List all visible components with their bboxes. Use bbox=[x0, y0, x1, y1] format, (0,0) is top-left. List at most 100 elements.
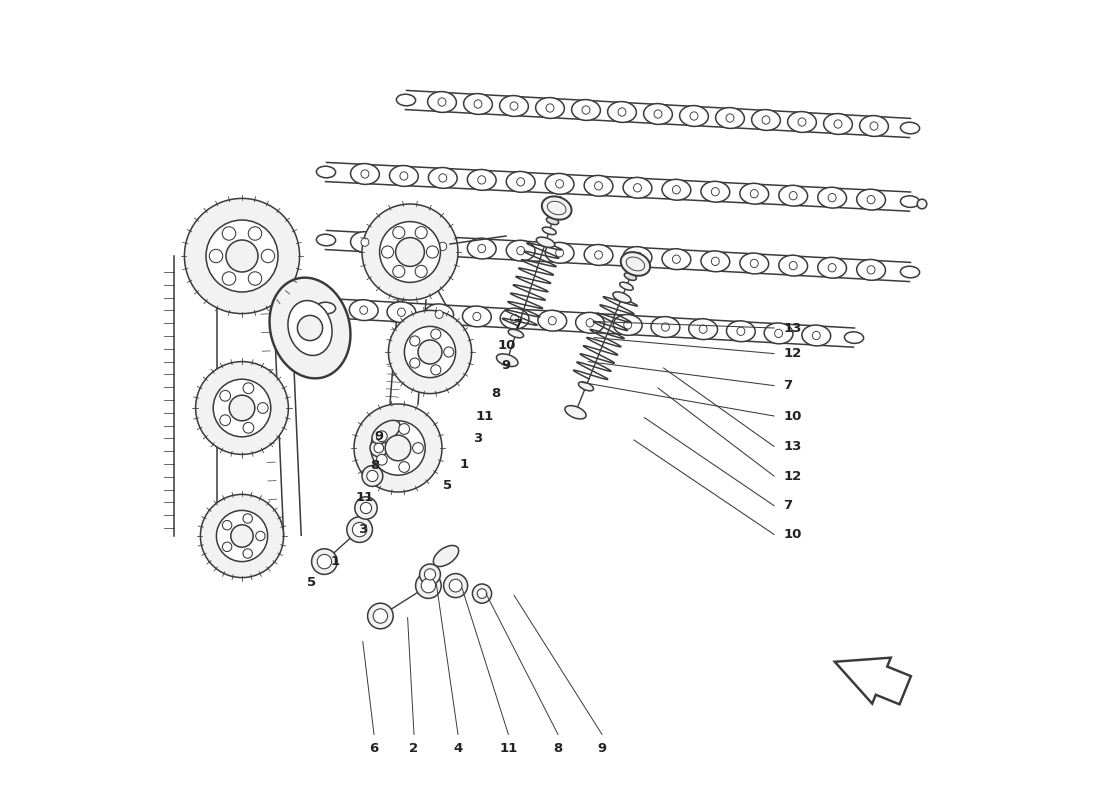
Text: 11: 11 bbox=[499, 742, 517, 755]
Circle shape bbox=[425, 569, 436, 580]
Ellipse shape bbox=[556, 180, 563, 188]
Ellipse shape bbox=[779, 255, 807, 276]
Circle shape bbox=[220, 415, 231, 426]
Ellipse shape bbox=[400, 172, 408, 180]
Ellipse shape bbox=[788, 111, 816, 133]
Text: 13: 13 bbox=[783, 322, 802, 334]
Circle shape bbox=[367, 603, 393, 629]
Ellipse shape bbox=[317, 302, 336, 314]
Ellipse shape bbox=[859, 115, 889, 137]
Text: 10: 10 bbox=[783, 528, 802, 541]
Ellipse shape bbox=[425, 304, 453, 325]
Ellipse shape bbox=[672, 255, 681, 263]
Circle shape bbox=[257, 402, 268, 414]
Ellipse shape bbox=[644, 103, 672, 125]
Ellipse shape bbox=[740, 253, 769, 274]
Ellipse shape bbox=[584, 175, 613, 196]
Circle shape bbox=[200, 494, 284, 578]
Ellipse shape bbox=[750, 259, 758, 268]
Ellipse shape bbox=[500, 308, 529, 329]
Circle shape bbox=[374, 443, 384, 453]
Ellipse shape bbox=[623, 246, 652, 267]
Circle shape bbox=[220, 390, 231, 401]
Ellipse shape bbox=[779, 186, 807, 206]
Ellipse shape bbox=[618, 108, 626, 116]
Ellipse shape bbox=[762, 116, 770, 124]
Circle shape bbox=[376, 454, 387, 465]
Circle shape bbox=[427, 246, 439, 258]
Circle shape bbox=[472, 584, 492, 603]
Circle shape bbox=[416, 573, 441, 598]
Ellipse shape bbox=[506, 240, 535, 261]
Ellipse shape bbox=[546, 104, 554, 112]
Ellipse shape bbox=[824, 114, 852, 134]
Circle shape bbox=[410, 358, 420, 368]
Circle shape bbox=[412, 442, 424, 454]
Ellipse shape bbox=[499, 95, 528, 117]
Circle shape bbox=[222, 542, 232, 551]
Ellipse shape bbox=[680, 106, 708, 126]
Ellipse shape bbox=[737, 327, 745, 335]
Ellipse shape bbox=[572, 99, 601, 121]
Text: 10: 10 bbox=[497, 339, 516, 352]
Ellipse shape bbox=[582, 106, 590, 114]
Ellipse shape bbox=[510, 314, 518, 322]
Text: 3: 3 bbox=[473, 432, 482, 445]
Ellipse shape bbox=[619, 282, 634, 290]
Ellipse shape bbox=[436, 310, 443, 318]
Ellipse shape bbox=[789, 262, 797, 270]
Circle shape bbox=[243, 422, 254, 433]
Ellipse shape bbox=[396, 94, 416, 106]
Circle shape bbox=[366, 470, 378, 482]
Text: 10: 10 bbox=[783, 410, 802, 422]
Ellipse shape bbox=[901, 122, 920, 134]
Circle shape bbox=[376, 431, 387, 442]
Ellipse shape bbox=[845, 332, 864, 343]
Text: 2: 2 bbox=[409, 742, 419, 755]
Ellipse shape bbox=[397, 308, 406, 316]
Ellipse shape bbox=[542, 196, 572, 220]
Circle shape bbox=[410, 336, 420, 346]
Circle shape bbox=[352, 522, 366, 537]
Circle shape bbox=[370, 439, 387, 457]
Ellipse shape bbox=[700, 325, 707, 334]
Circle shape bbox=[243, 383, 254, 394]
Ellipse shape bbox=[400, 240, 408, 249]
Circle shape bbox=[418, 340, 442, 364]
Ellipse shape bbox=[586, 318, 594, 327]
Ellipse shape bbox=[595, 182, 603, 190]
Ellipse shape bbox=[712, 257, 719, 266]
Text: 9: 9 bbox=[374, 430, 384, 442]
Ellipse shape bbox=[537, 237, 554, 247]
Ellipse shape bbox=[351, 232, 380, 253]
Circle shape bbox=[249, 226, 262, 240]
Circle shape bbox=[217, 510, 267, 562]
Circle shape bbox=[382, 246, 394, 258]
Ellipse shape bbox=[764, 323, 793, 344]
Ellipse shape bbox=[740, 183, 769, 204]
Circle shape bbox=[396, 238, 425, 266]
Circle shape bbox=[415, 226, 427, 238]
Ellipse shape bbox=[584, 245, 613, 266]
Ellipse shape bbox=[817, 187, 847, 208]
Ellipse shape bbox=[428, 91, 456, 113]
Ellipse shape bbox=[473, 312, 481, 321]
Ellipse shape bbox=[462, 306, 492, 327]
Ellipse shape bbox=[468, 238, 496, 259]
Ellipse shape bbox=[288, 301, 332, 355]
Circle shape bbox=[249, 272, 262, 286]
Text: 8: 8 bbox=[553, 742, 562, 755]
Text: 8: 8 bbox=[491, 387, 501, 400]
Ellipse shape bbox=[517, 178, 525, 186]
Ellipse shape bbox=[361, 170, 368, 178]
Ellipse shape bbox=[802, 325, 830, 346]
Ellipse shape bbox=[360, 306, 367, 314]
Ellipse shape bbox=[538, 310, 566, 331]
Circle shape bbox=[317, 554, 331, 569]
Ellipse shape bbox=[547, 218, 559, 225]
Circle shape bbox=[346, 517, 373, 542]
Ellipse shape bbox=[690, 112, 698, 120]
Circle shape bbox=[226, 240, 258, 272]
Text: 1: 1 bbox=[460, 458, 469, 470]
Circle shape bbox=[222, 521, 232, 530]
